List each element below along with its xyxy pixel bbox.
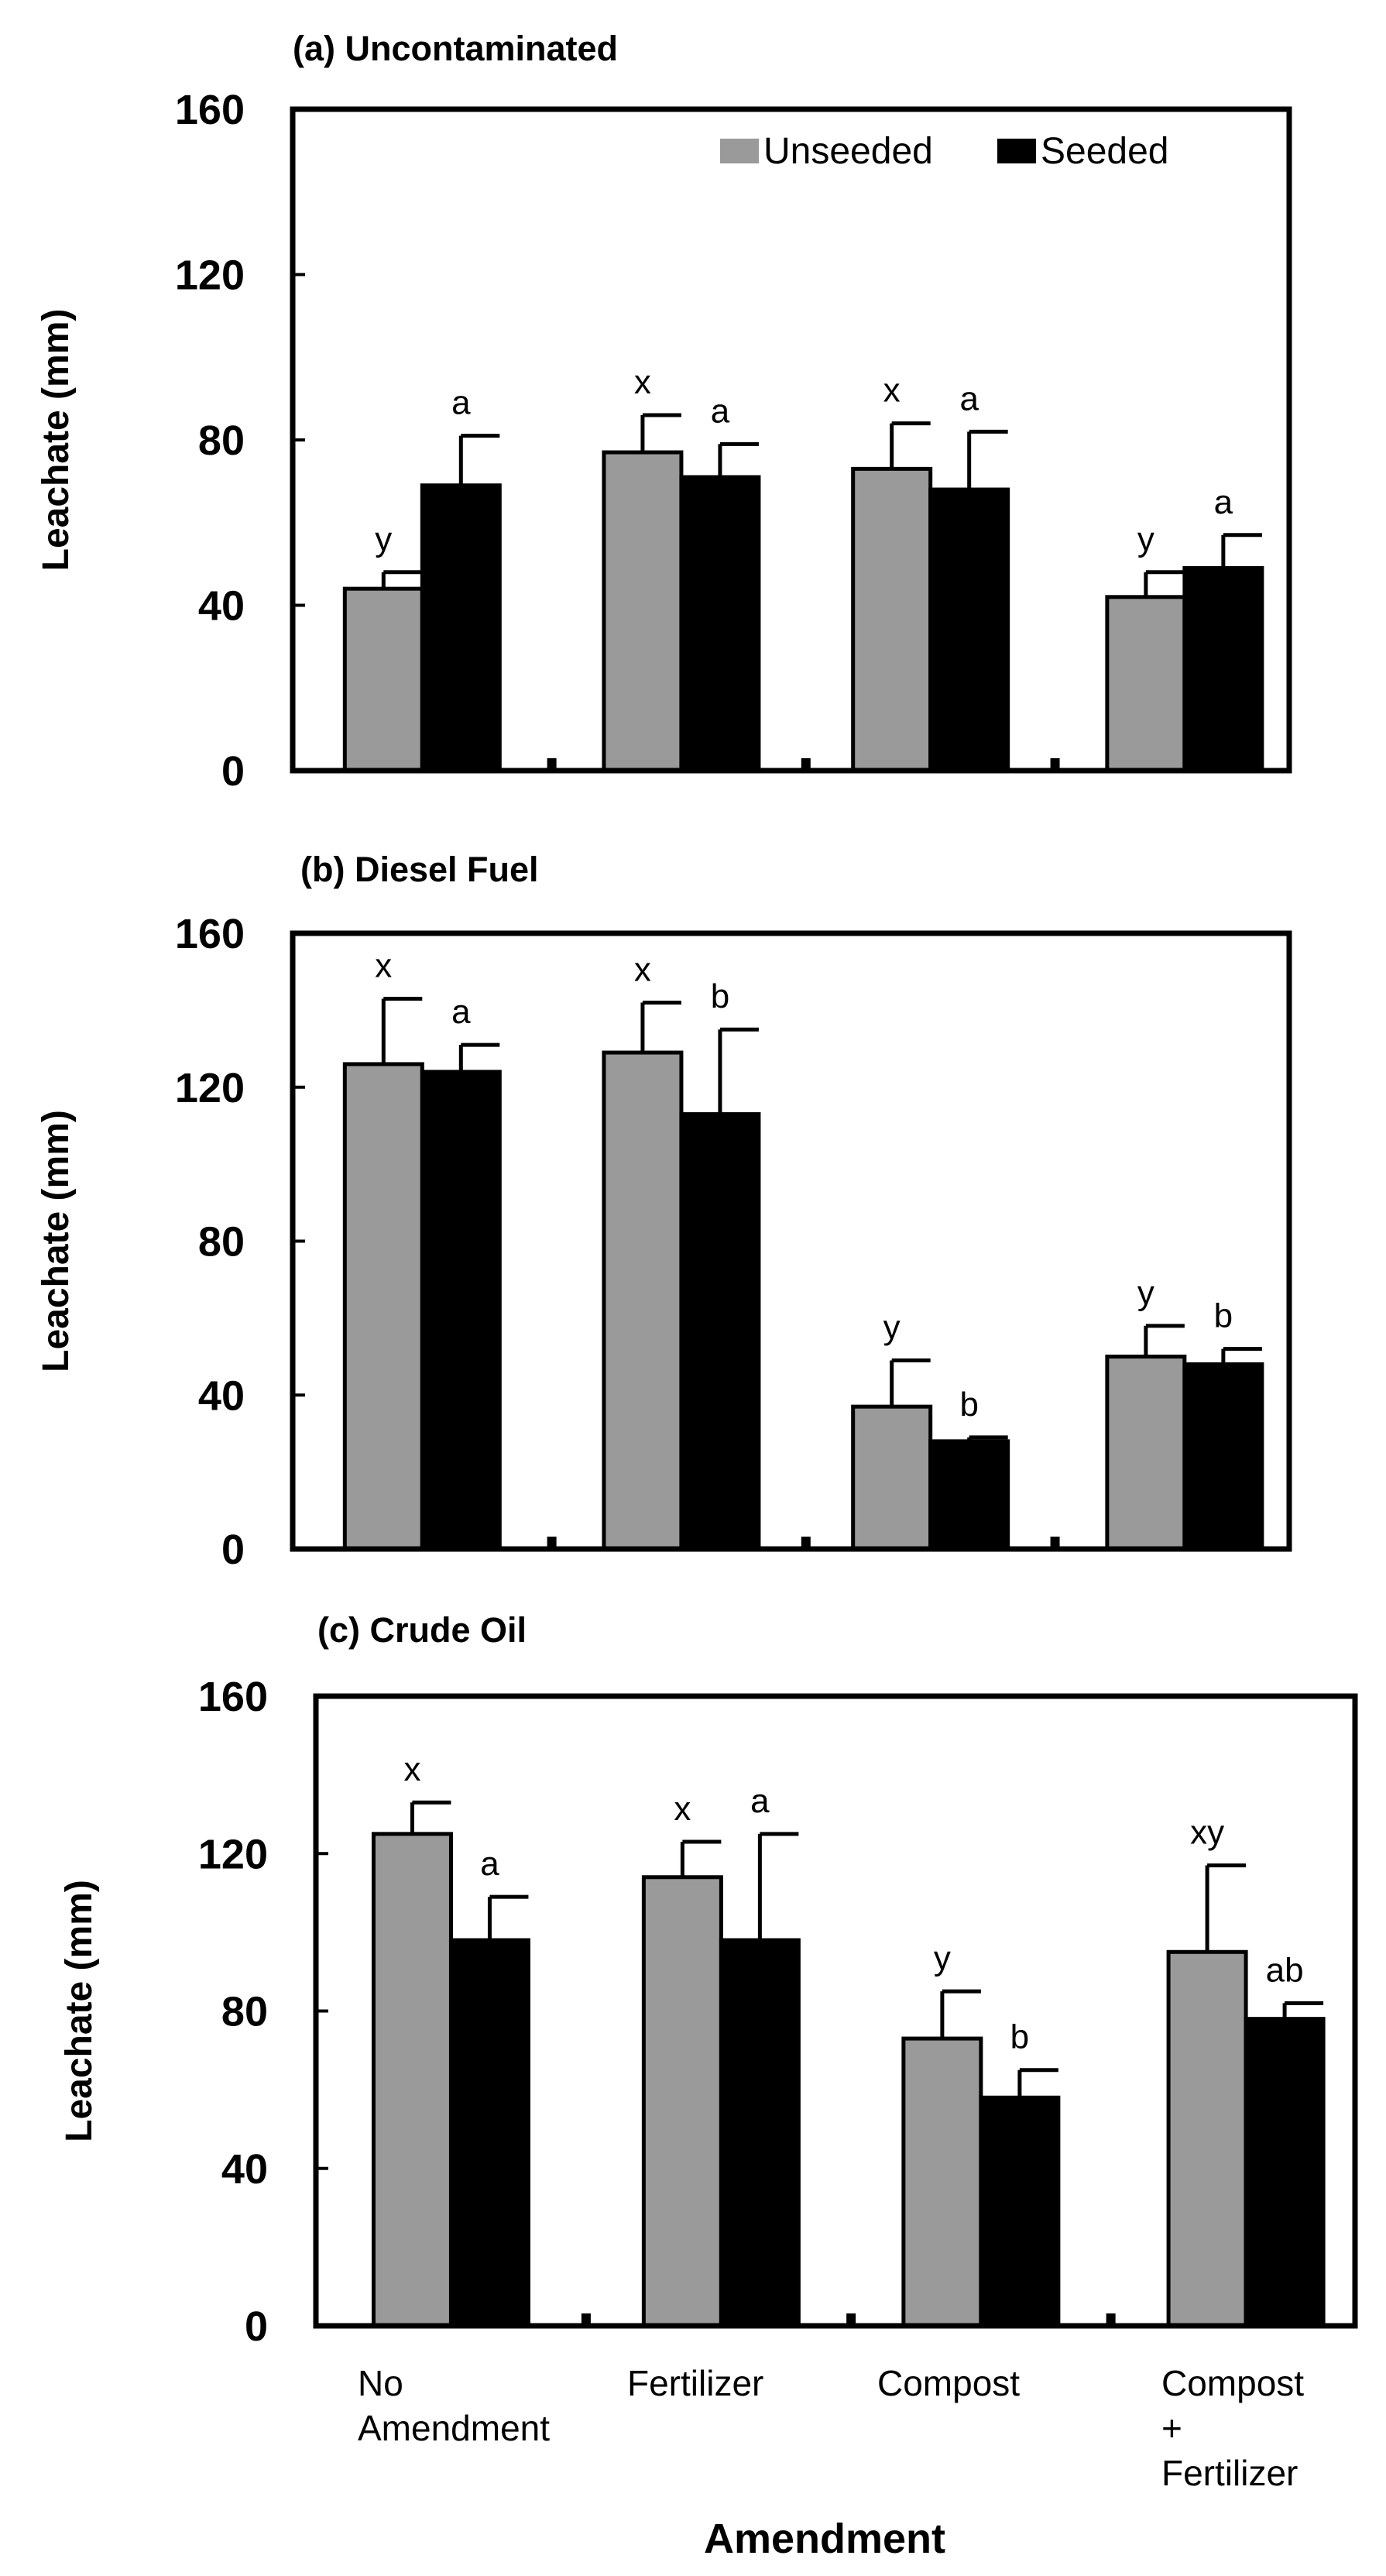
significance-label: b (1010, 2018, 1029, 2056)
bar-seeded (1182, 565, 1264, 773)
significance-label: x (634, 363, 651, 401)
bar-unseeded (851, 1404, 933, 1551)
significance-label: a (480, 1845, 499, 1883)
significance-label: b (1214, 1297, 1233, 1335)
chart-title: (c) Crude Oil (317, 1610, 527, 1650)
legend-swatch-unseeded (720, 139, 759, 163)
y-tick-label: 80 (198, 1219, 245, 1266)
significance-label: a (959, 380, 979, 417)
chart-panel-1: (a) Uncontaminated 0 40 80 120 160 Leachate (m… (36, 29, 1292, 795)
legend-label: Seeded (1041, 131, 1169, 172)
y-tick-label: 0 (221, 1527, 245, 1573)
significance-label: a (451, 993, 471, 1031)
legend-label: Unseeded (763, 131, 933, 172)
significance-label: b (711, 977, 729, 1015)
bar-unseeded (1166, 1949, 1248, 2328)
significance-label: x (403, 1750, 420, 1788)
x-tick (1050, 1537, 1060, 1549)
bar-unseeded (1105, 1355, 1187, 1551)
y-tick-label: 120 (198, 1831, 268, 1877)
y-axis-label: Leachate (mm) (36, 309, 77, 572)
significance-label: x (375, 946, 392, 984)
bar-unseeded (371, 1832, 453, 2328)
x-category-label: Compost (1161, 2363, 1304, 2403)
bar-seeded (1182, 1362, 1264, 1551)
x-category-label: Fertilizer (1161, 2453, 1298, 2493)
y-tick-label: 160 (175, 911, 245, 957)
y-axis-label: Leachate (mm) (59, 1880, 100, 2142)
significance-label: b (959, 1386, 978, 1424)
x-category-label: Amendment (358, 2408, 550, 2448)
chart-title: (b) Diesel Fuel (300, 850, 539, 889)
bar-seeded (719, 1938, 801, 2328)
x-tick (846, 2313, 856, 2326)
significance-label: a (451, 384, 471, 422)
plot-frame (313, 1693, 1358, 2329)
y-tick-label: 160 (198, 1674, 268, 1720)
plot-frame (290, 930, 1292, 1552)
x-category-label: Compost (877, 2363, 1020, 2403)
bar-seeded (679, 475, 761, 773)
chart-title: (a) Uncontaminated (293, 29, 618, 68)
y-tick-label: 0 (221, 748, 245, 795)
significance-label: a (1214, 483, 1233, 521)
significance-label: y (1137, 1274, 1154, 1312)
significance-label: a (750, 1782, 770, 1820)
bar-unseeded (342, 1062, 424, 1551)
y-tick-label: 120 (175, 252, 245, 299)
bar-seeded (448, 1938, 530, 2328)
y-tick-label: 40 (198, 1372, 245, 1419)
bar-seeded (979, 2095, 1061, 2328)
bar-seeded (928, 1439, 1010, 1551)
x-category-label: + (1161, 2408, 1182, 2448)
bar-unseeded (641, 1875, 723, 2328)
plot-frame (290, 106, 1292, 774)
bar-unseeded (1105, 595, 1187, 773)
x-tick (801, 758, 811, 771)
x-tick (801, 1537, 811, 1549)
x-category-label: No (358, 2363, 403, 2403)
x-tick (581, 2313, 591, 2326)
significance-label: ab (1266, 1951, 1304, 1989)
significance-label: x (883, 372, 901, 410)
bar-unseeded (851, 466, 933, 773)
significance-label: a (711, 392, 730, 430)
y-axis-label: Leachate (mm) (36, 1110, 77, 1372)
y-tick-label: 80 (221, 1989, 268, 2035)
x-tick (547, 758, 557, 771)
y-tick-label: 40 (198, 583, 245, 630)
significance-label: y (375, 520, 392, 558)
bar-seeded (420, 1070, 502, 1551)
x-tick (1106, 2313, 1116, 2326)
significance-label: y (1137, 520, 1154, 558)
bar-seeded (928, 487, 1010, 773)
significance-label: x (674, 1790, 691, 1828)
y-tick-label: 0 (245, 2303, 268, 2350)
legend: Unseeded Seeded (720, 131, 1169, 172)
x-category-label: Fertilizer (627, 2363, 763, 2403)
significance-label: y (883, 1309, 901, 1347)
significance-label: y (934, 1939, 951, 1977)
bar-unseeded (602, 450, 684, 773)
x-tick (547, 1537, 557, 1549)
bar-seeded (420, 483, 502, 773)
y-tick-label: 40 (221, 2146, 268, 2193)
y-tick-label: 160 (175, 87, 245, 133)
bar-unseeded (342, 586, 424, 773)
bar-unseeded (602, 1050, 684, 1551)
x-axis-label: Amendment (704, 2516, 945, 2562)
y-tick-label: 80 (198, 417, 245, 464)
x-tick (1050, 758, 1060, 771)
bar-unseeded (901, 2036, 983, 2328)
bar-seeded (1244, 2017, 1326, 2328)
bar-seeded (679, 1112, 761, 1551)
legend-swatch-seeded (997, 139, 1036, 163)
y-tick-label: 120 (175, 1065, 245, 1111)
chart-panel-2: (b) Diesel Fuel 0 40 80 120 160 Leachate (mm) x… (36, 850, 1292, 1573)
significance-label: xy (1190, 1813, 1224, 1851)
significance-label: x (634, 950, 651, 988)
